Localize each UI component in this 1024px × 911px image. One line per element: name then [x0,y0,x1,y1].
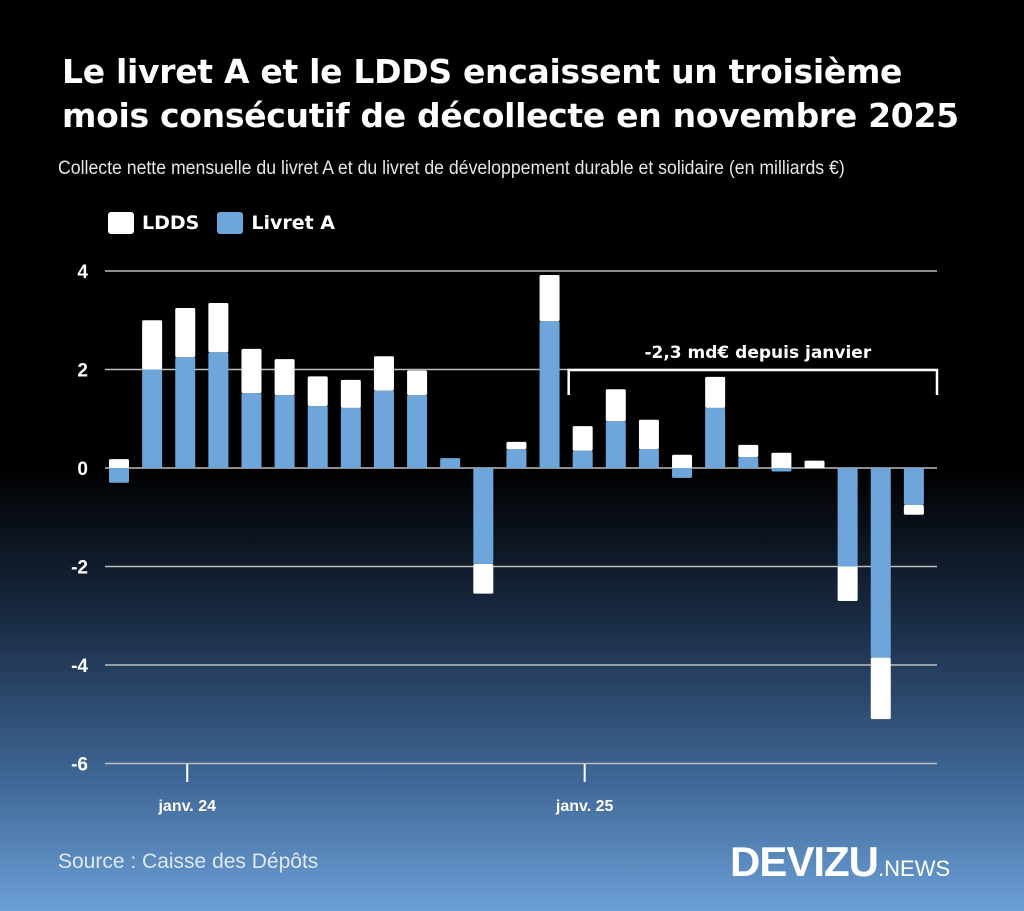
bar-livret-a [605,421,626,468]
bar-ldds [837,566,858,601]
bar-ldds [605,389,626,422]
bar-ldds [672,454,693,468]
bar-ldds [903,504,924,515]
annotation-bracket [567,368,939,395]
bar-livret-a [373,390,394,468]
bar-ldds [274,359,295,396]
bar-livret-a [473,468,494,565]
legend-label: LDDS [142,212,200,234]
bar-ldds [738,444,759,458]
bar-livret-a [407,395,428,468]
bar-ldds [340,379,361,408]
logo: DEVIZU.NEWS [730,838,951,885]
bar-livret-a [109,468,129,483]
bar-ldds [175,307,196,358]
y-tick-label: 2 [77,361,88,382]
bar-livret-a [340,407,361,468]
bar-ldds [539,274,560,322]
title-line-1: Le livret A et le LDDS encaissent un tro… [62,52,903,91]
chart-title: Le livret A et le LDDS encaissent un tro… [62,50,959,138]
bar-ldds [870,657,891,720]
bar-ldds [241,348,262,394]
legend: LDDS Livret A [108,212,335,234]
bar-ldds [572,426,593,451]
y-tick-label: 4 [77,262,88,283]
bar-livret-a [870,468,891,658]
title-line-2: mois consécutif de décollecte en novembr… [62,96,959,135]
source-note: Source : Caisse des Dépôts [58,850,319,873]
bar-livret-a [142,369,163,468]
legend-label: Livret A [251,212,336,234]
bar-ldds [373,356,394,391]
bar-ldds [771,452,792,468]
bar-ldds [109,459,129,468]
legend-ldds: LDDS [108,212,199,234]
x-tick-label: janv. 25 [555,798,614,815]
bar-ldds [307,376,328,406]
y-tick-label: -2 [71,558,88,579]
bar-livret-a [903,468,924,505]
x-tick-label: janv. 24 [157,798,216,815]
bar-livret-a [175,357,196,468]
bar-livret-a [738,457,759,468]
bar-livret-a [705,407,726,468]
bar-ldds [407,370,428,396]
y-tick-label: -6 [71,755,88,776]
legend-swatch-ldds [108,212,134,234]
chart-subtitle: Collecte nette mensuelle du livret A et … [58,158,845,179]
bar-ldds [804,460,825,468]
bar-ldds [506,441,527,450]
bar-livret-a [506,449,527,468]
bar-livret-a [672,468,693,478]
bar-livret-a [638,449,659,468]
bar-ldds [638,419,659,450]
bar-ldds [705,376,726,408]
annotation-label: -2,3 md€ depuis janvier [644,343,871,363]
bar-livret-a [241,393,262,468]
bar-livret-a [440,458,461,468]
y-tick-label: 0 [77,459,88,480]
bar-livret-a [539,321,560,468]
bar-livret-a [208,352,229,468]
bar-ldds [142,320,163,370]
bar-ldds [473,564,494,594]
bar-livret-a [274,395,295,468]
bar-livret-a [837,468,858,567]
bar-livret-a [771,468,792,472]
y-tick-label: -4 [71,656,88,677]
legend-livret-a: Livret A [217,212,335,234]
bar-livret-a [307,405,328,468]
bar-ldds [208,303,229,353]
bar-livret-a [572,450,593,468]
legend-swatch-livret-a [217,212,244,234]
